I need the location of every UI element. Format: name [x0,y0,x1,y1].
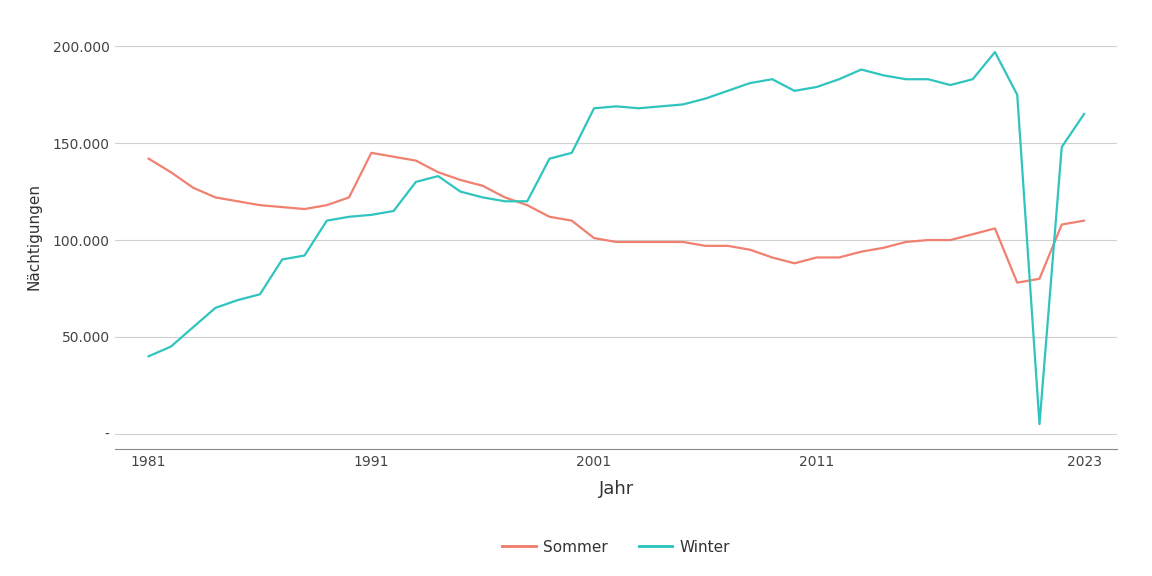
Winter [476,194,490,201]
Sommer [676,238,690,245]
Sommer [543,213,556,220]
Winter [588,105,601,112]
Sommer [364,149,378,156]
Sommer [454,176,468,183]
Winter [521,198,535,204]
Sommer [1055,221,1069,228]
Winter [364,211,378,218]
Sommer [765,254,779,261]
Sommer [320,202,334,209]
Winter [765,76,779,83]
Sommer [142,155,156,162]
Sommer [387,153,401,160]
Sommer [877,244,890,251]
Sommer [922,237,935,244]
Sommer [297,206,311,213]
Winter [320,217,334,224]
Winter [877,72,890,79]
Sommer [721,242,735,249]
Sommer [788,260,802,267]
Sommer [609,238,623,245]
Sommer [743,247,757,253]
Winter [164,343,177,350]
Winter [342,213,356,220]
Line: Sommer: Sommer [149,153,1084,283]
Winter [275,256,289,263]
Sommer [342,194,356,201]
Sommer [498,194,511,201]
Winter [899,76,912,83]
Winter [855,66,869,73]
Sommer [965,231,979,238]
Winter [698,95,712,102]
Sommer [476,183,490,190]
Winter [387,207,401,214]
Winter [230,297,244,304]
Winter [743,79,757,86]
Sommer [187,184,200,191]
Winter [1010,91,1024,98]
Winter [498,198,511,204]
Sommer [588,234,601,241]
Winter [1077,111,1091,118]
Winter [988,48,1002,55]
Sommer [899,238,912,245]
Winter [922,76,935,83]
Sommer [698,242,712,249]
Legend: Sommer, Winter: Sommer, Winter [497,533,736,561]
X-axis label: Jahr: Jahr [599,480,634,498]
Winter [431,173,445,180]
Sommer [832,254,846,261]
Winter [187,324,200,331]
Winter [609,103,623,110]
Sommer [275,204,289,211]
Winter [832,76,846,83]
Sommer [1077,217,1091,224]
Sommer [1032,275,1046,282]
Winter [1032,420,1046,427]
Winter [543,155,556,162]
Sommer [521,202,535,209]
Winter [142,353,156,360]
Sommer [988,225,1002,232]
Sommer [431,169,445,176]
Winter [788,88,802,94]
Winter [409,179,423,185]
Winter [1055,143,1069,150]
Sommer [855,248,869,255]
Winter [676,101,690,108]
Y-axis label: Nächtigungen: Nächtigungen [26,183,41,290]
Sommer [654,238,668,245]
Sommer [631,238,645,245]
Sommer [209,194,222,201]
Winter [810,84,824,90]
Winter [297,252,311,259]
Winter [454,188,468,195]
Sommer [1010,279,1024,286]
Sommer [564,217,578,224]
Winter [965,76,979,83]
Line: Winter: Winter [149,52,1084,424]
Sommer [810,254,824,261]
Winter [654,103,668,110]
Winter [943,82,957,89]
Winter [209,304,222,311]
Winter [253,291,267,298]
Winter [721,88,735,94]
Sommer [943,237,957,244]
Sommer [253,202,267,209]
Sommer [230,198,244,204]
Winter [564,149,578,156]
Sommer [164,169,177,176]
Sommer [409,157,423,164]
Winter [631,105,645,112]
